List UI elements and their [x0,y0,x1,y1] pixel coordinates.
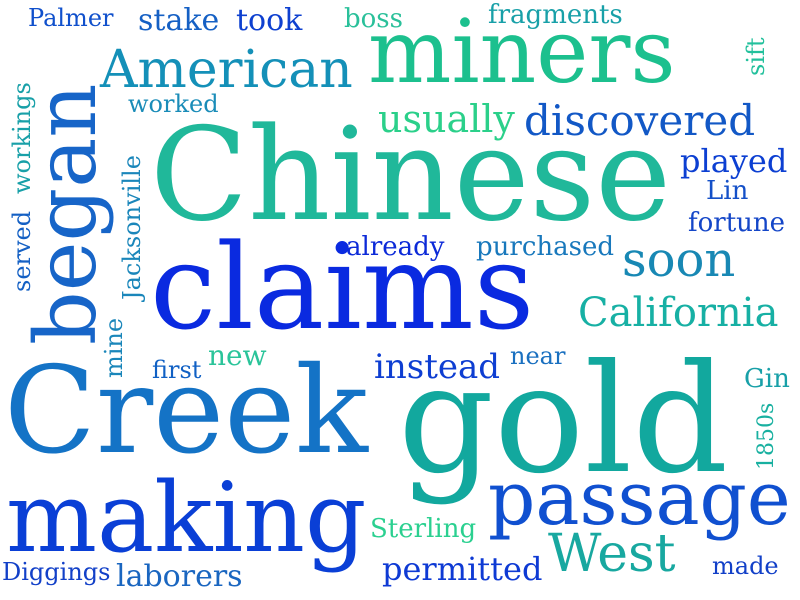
word-1850s: 1850s [754,402,779,470]
word-usually: usually [378,97,515,141]
word-gin: Gin [744,364,790,394]
word-lin: Lin [706,176,749,206]
word-sift: sift [742,37,770,76]
word-claims: claims [150,218,535,356]
word-boss: boss [344,4,403,34]
word-gold: gold [398,333,729,507]
word-workings: workings [8,82,36,194]
word-palmer: Palmer [28,4,114,32]
word-began: began [17,83,115,345]
word-making: making [6,462,367,574]
word-served: served [8,210,36,292]
word-purchased: purchased [476,232,614,262]
word-played: played [680,142,788,180]
word-fortune: fortune [688,208,786,238]
word-near: near [510,342,566,370]
word-chinese: Chinese [150,101,671,250]
word-soon: soon [622,232,736,288]
word-instead: instead [374,347,501,387]
word-west: West [548,524,676,584]
word-jacksonville: Jacksonville [118,155,146,300]
word-sterling: Sterling [370,514,477,544]
word-first: first [152,356,202,384]
word-fragments: fragments [488,0,623,30]
word-took: took [236,3,303,38]
word-already: already [346,232,445,262]
word-miners: miners [368,0,676,103]
word-stake: stake [138,3,220,38]
word-creek: Creek [4,342,368,481]
word-diggings: Diggings [2,558,111,586]
word-passage: passage [488,456,791,542]
word-discovered: discovered [524,96,756,145]
word-mine: mine [100,317,128,378]
word-laborers: laborers [116,559,243,594]
word-worked: worked [128,90,219,118]
word-permitted: permitted [382,550,543,588]
word-made: made [712,552,779,580]
word-american: American [100,40,353,100]
word-california: California [578,290,779,336]
word-new: new [208,339,267,372]
